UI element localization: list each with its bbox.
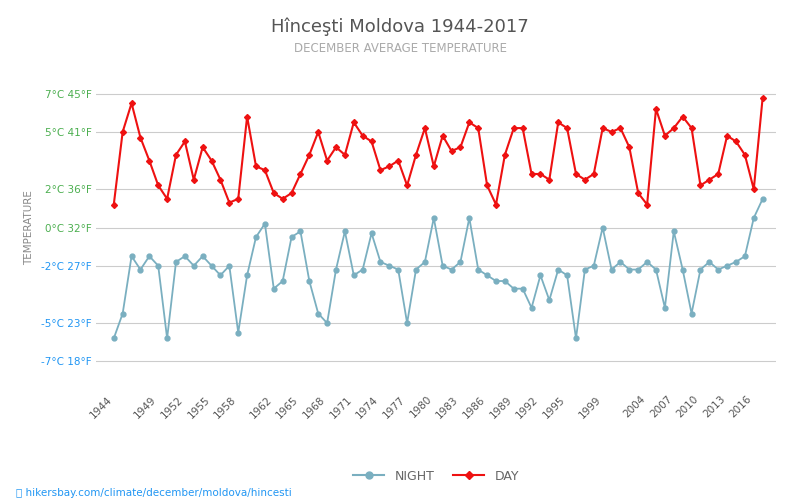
DAY xyxy=(251,164,261,170)
Text: 🌐 hikersbay.com/climate/december/moldova/hincesti: 🌐 hikersbay.com/climate/december/moldova… xyxy=(16,488,292,498)
DAY xyxy=(465,120,474,126)
Y-axis label: TEMPERATURE: TEMPERATURE xyxy=(24,190,34,265)
DAY xyxy=(696,182,706,188)
DAY xyxy=(474,125,483,131)
Text: DECEMBER AVERAGE TEMPERATURE: DECEMBER AVERAGE TEMPERATURE xyxy=(294,42,506,56)
NIGHT xyxy=(465,215,474,221)
Line: DAY: DAY xyxy=(112,96,765,206)
Legend: NIGHT, DAY: NIGHT, DAY xyxy=(348,465,524,488)
NIGHT xyxy=(109,336,118,342)
NIGHT xyxy=(696,266,706,272)
DAY xyxy=(758,94,767,100)
DAY xyxy=(109,202,118,207)
Text: Hînceşti Moldova 1944-2017: Hînceşti Moldova 1944-2017 xyxy=(271,18,529,36)
NIGHT xyxy=(322,320,332,326)
NIGHT xyxy=(758,196,767,202)
DAY xyxy=(322,158,332,164)
NIGHT xyxy=(474,266,483,272)
NIGHT xyxy=(251,234,261,240)
DAY xyxy=(242,114,252,119)
Line: NIGHT: NIGHT xyxy=(111,196,765,341)
NIGHT xyxy=(242,272,252,278)
